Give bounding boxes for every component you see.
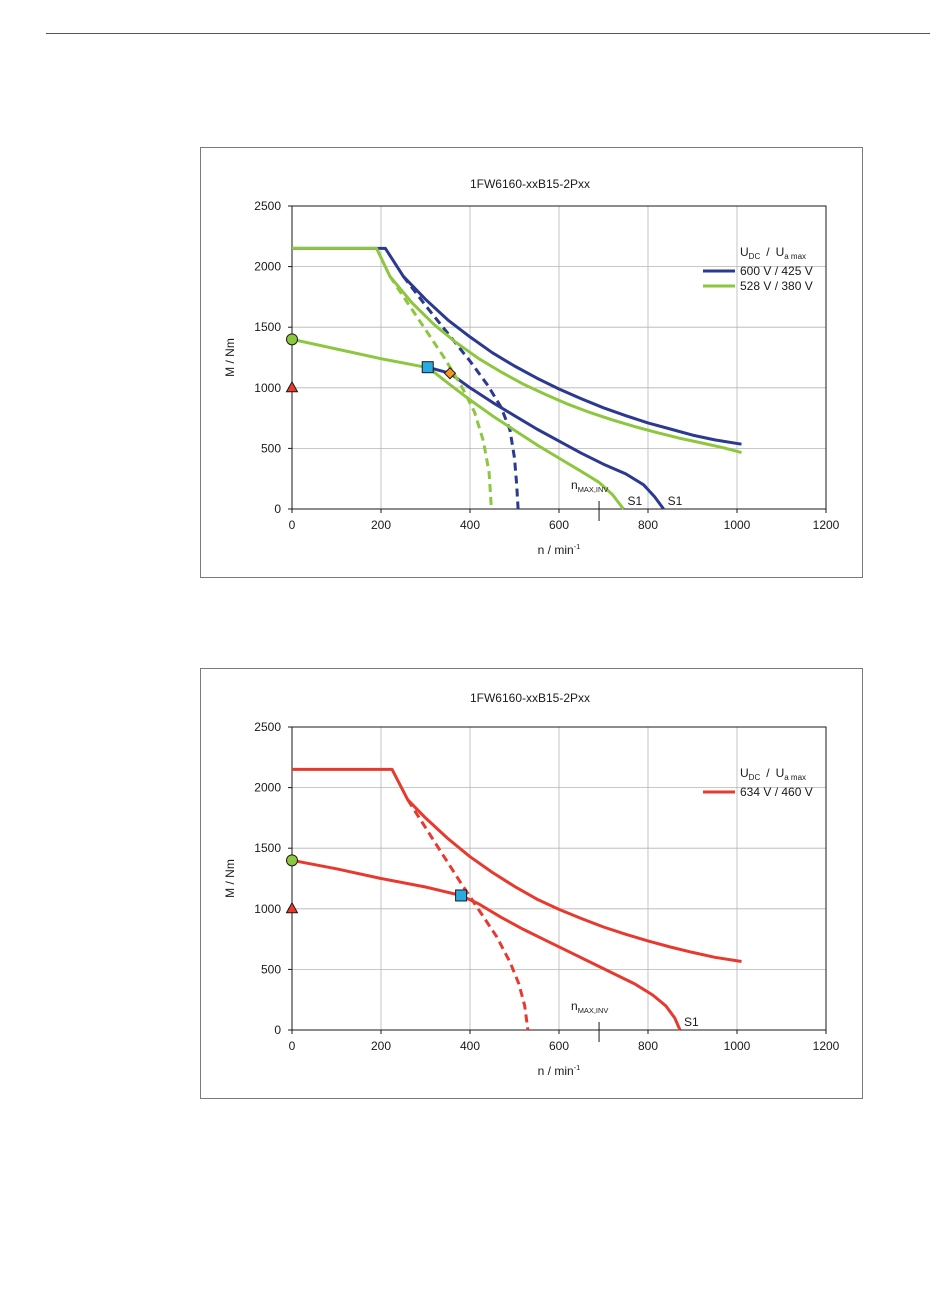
x-tick-label: 400 xyxy=(460,1039,480,1053)
series-line-peak xyxy=(292,246,742,446)
series-line-peak xyxy=(292,246,742,455)
x-tick-label: 1000 xyxy=(724,1039,751,1053)
page-top-rule xyxy=(46,33,930,34)
series-line-s1 xyxy=(426,366,625,510)
y-tick-label: 1000 xyxy=(254,381,281,395)
y-tick-label: 500 xyxy=(261,962,281,976)
series-line-dashed xyxy=(406,798,530,1031)
x-tick-label: 1200 xyxy=(813,1039,840,1053)
series-s1-label: S1 xyxy=(668,494,683,508)
series-group xyxy=(291,246,742,510)
series-line-s1-common xyxy=(291,337,426,369)
y-axis-label: M / Nm xyxy=(223,859,237,898)
marker-triangle xyxy=(285,901,299,914)
chart-frame-2: 1FW6160-xxB15-2Pxx 0 200 400 600 800 1000 1200… xyxy=(200,668,863,1099)
series-s1-label: S1 xyxy=(684,1015,699,1029)
series-group xyxy=(291,767,742,1031)
marker-square xyxy=(421,361,434,374)
nmax-label: nMAX,INV xyxy=(571,478,608,494)
legend-title: UDC / Ua max xyxy=(740,245,806,261)
x-tick-label: 600 xyxy=(549,518,569,532)
series-line-dashed xyxy=(388,275,493,510)
x-tick-label: 200 xyxy=(371,1039,391,1053)
x-tick-label: 800 xyxy=(638,518,658,532)
chart-1: 1FW6160-xxB15-2Pxx 0 200 400 600 800 1000 1200… xyxy=(223,177,840,557)
legend-title: UDC / Ua max xyxy=(740,766,806,782)
chart-title: 1FW6160-xxB15-2Pxx xyxy=(470,691,590,705)
x-tick-label: 0 xyxy=(289,518,296,532)
chart-2: 1FW6160-xxB15-2Pxx 0 200 400 600 800 1000 1200… xyxy=(223,691,840,1078)
y-tick-label: 2500 xyxy=(254,720,281,734)
marker-circle xyxy=(286,333,298,346)
y-tick-label: 1500 xyxy=(254,841,281,855)
chart-frame-1: 1FW6160-xxB15-2Pxx 0 200 400 600 800 1000 1200… xyxy=(200,147,863,578)
series-line-dashed xyxy=(402,275,520,510)
marker-circle xyxy=(286,854,298,867)
x-tick-label: 600 xyxy=(549,1039,569,1053)
series-line-s1-common xyxy=(291,858,462,897)
marker-diamond xyxy=(443,367,457,380)
series-s1-label: S1 xyxy=(628,494,643,508)
legend-label: 600 V / 425 V xyxy=(740,264,813,278)
y-tick-label: 500 xyxy=(261,441,281,455)
x-tick-label: 0 xyxy=(289,1039,296,1053)
series-line-s1 xyxy=(460,894,682,1031)
nmax-label: nMAX,INV xyxy=(571,999,608,1015)
y-tick-label: 0 xyxy=(274,1023,281,1037)
y-axis-label: M / Nm xyxy=(223,338,237,377)
chart-title: 1FW6160-xxB15-2Pxx xyxy=(470,177,590,191)
x-tick-label: 800 xyxy=(638,1039,658,1053)
x-tick-label: 1000 xyxy=(724,518,751,532)
y-tick-label: 2500 xyxy=(254,199,281,213)
series-line-s1 xyxy=(449,372,665,510)
marker-triangle xyxy=(285,380,299,393)
legend-label: 634 V / 460 V xyxy=(740,785,813,799)
marker-square xyxy=(455,889,468,902)
x-tick-label: 200 xyxy=(371,518,391,532)
legend-label: 528 V / 380 V xyxy=(740,279,813,293)
x-tick-label: 400 xyxy=(460,518,480,532)
y-tick-label: 1500 xyxy=(254,320,281,334)
y-tick-label: 2000 xyxy=(254,260,281,274)
x-tick-label: 1200 xyxy=(813,518,840,532)
y-tick-label: 2000 xyxy=(254,781,281,795)
y-tick-label: 1000 xyxy=(254,902,281,916)
series-line-peak xyxy=(292,767,742,963)
x-axis-label: n / min-1 xyxy=(538,1063,581,1078)
x-axis-label: n / min-1 xyxy=(538,542,581,557)
y-tick-label: 0 xyxy=(274,502,281,516)
